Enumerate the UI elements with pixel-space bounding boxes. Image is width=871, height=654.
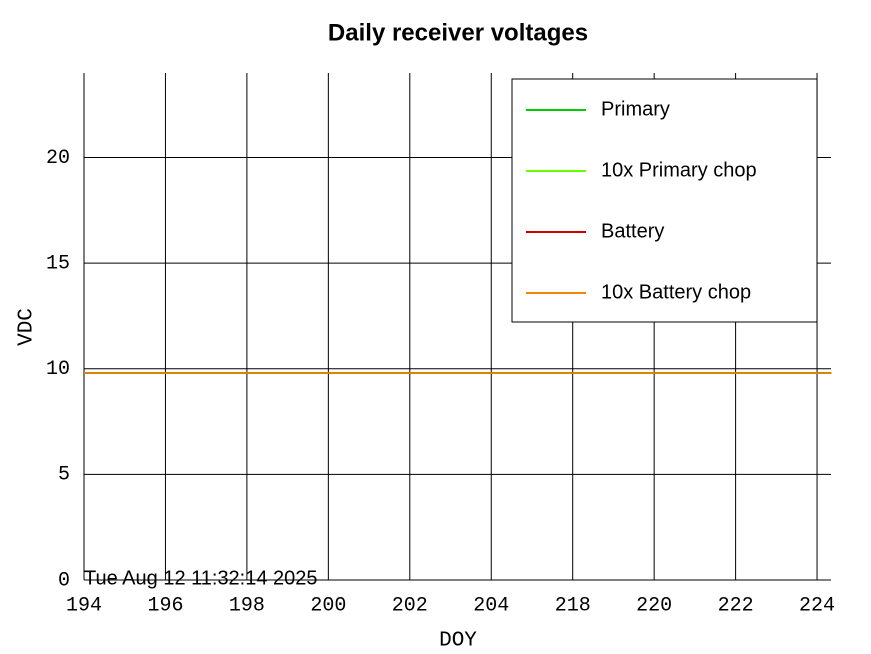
- x-tick-label: 220: [636, 594, 672, 617]
- legend-label: 10x Battery chop: [601, 281, 751, 303]
- x-tick-label: 194: [66, 594, 102, 617]
- y-tick-label: 0: [58, 569, 70, 592]
- y-tick-label: 5: [58, 464, 70, 487]
- legend-label: Primary: [601, 98, 670, 120]
- x-tick-label: 218: [555, 594, 591, 617]
- x-tick-label: 198: [229, 594, 265, 617]
- x-tick-label: 202: [392, 594, 428, 617]
- x-tick-label: 204: [473, 594, 509, 617]
- y-tick-label: 20: [46, 147, 70, 170]
- y-tick-label: 15: [46, 252, 70, 275]
- y-axis-label: VDC: [16, 308, 39, 346]
- x-tick-label: 222: [718, 594, 754, 617]
- y-tick-label: 10: [46, 358, 70, 381]
- legend-label: Battery: [601, 220, 664, 242]
- legend-label: 10x Primary chop: [601, 159, 757, 181]
- legend-box: [511, 78, 818, 323]
- chart-title: Daily receiver voltages: [328, 19, 588, 46]
- timestamp: Tue Aug 12 11:32:14 2025: [84, 567, 318, 589]
- x-tick-label: 196: [147, 594, 183, 617]
- x-tick-label: 200: [310, 594, 346, 617]
- x-tick-label: 224: [799, 594, 835, 617]
- x-axis-label: DOY: [439, 630, 477, 653]
